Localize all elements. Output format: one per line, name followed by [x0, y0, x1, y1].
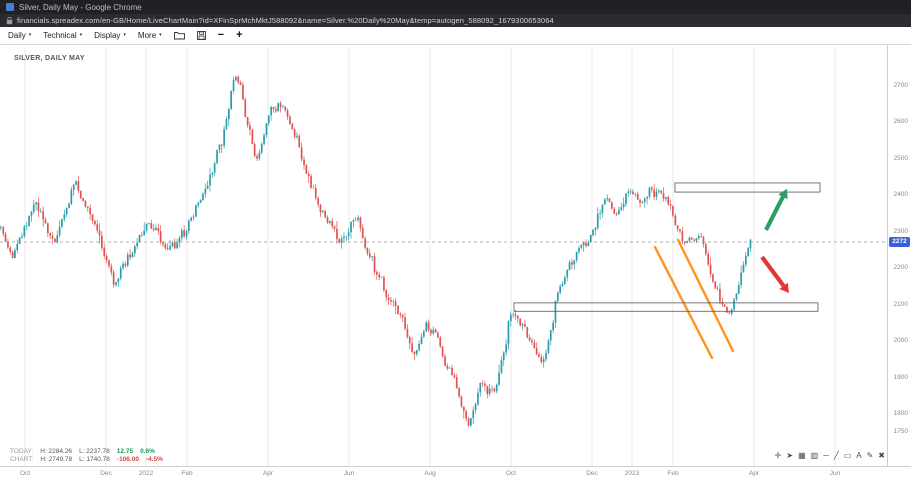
- app-toolbar: Daily ▾ Technical ▾ Display ▾ More ▾ − +: [0, 27, 911, 45]
- time-tick-label: Feb: [181, 470, 193, 477]
- legend-chart-row: CHART: H: 2749.78 L: 1740.78 -106.00 -4.…: [10, 456, 163, 464]
- trendline-2[interactable]: [676, 238, 735, 353]
- browser-urlbar[interactable]: financials.spreadex.com/en-GB/Home/LiveC…: [0, 14, 911, 27]
- candlestick-chart[interactable]: [0, 45, 887, 466]
- legend-today-row: TODAY: H: 2284.26 L: 2237.78 12.75 0.6%: [10, 448, 163, 456]
- chevron-down-icon: ▾: [159, 32, 162, 38]
- cursor-icon[interactable]: ➤: [786, 451, 794, 460]
- candles-layer: [0, 75, 752, 428]
- current-price-badge: 2272: [889, 237, 910, 247]
- legend-chart-label: CHART:: [10, 456, 34, 463]
- chevron-down-icon: ▾: [79, 32, 83, 38]
- time-tick-label: Apr: [748, 470, 760, 477]
- ohlc-legend: TODAY: H: 2284.26 L: 2237.78 12.75 0.6% …: [10, 448, 163, 464]
- draw-icon[interactable]: ✎: [866, 451, 874, 460]
- price-tick-label: 1800: [893, 410, 908, 418]
- legend-today-label: TODAY:: [10, 448, 34, 455]
- rectangle-icon[interactable]: ▭: [843, 451, 852, 460]
- menu-daily[interactable]: Daily ▾: [8, 31, 31, 40]
- time-tick-label: Jun: [343, 470, 355, 477]
- price-tick-label: 2500: [893, 154, 908, 162]
- time-tick-label: Aug: [424, 470, 436, 477]
- legend-chart-low: L: 1740.78: [79, 456, 110, 463]
- chart-type-icon[interactable]: ▥: [810, 451, 819, 460]
- open-folder-icon[interactable]: [173, 31, 185, 40]
- gridlines: [24, 48, 836, 466]
- chevron-down-icon: ▾: [123, 32, 126, 38]
- price-tick-label: 2600: [893, 118, 908, 126]
- legend-chart-change: -106.00: [116, 456, 139, 463]
- lock-icon: [6, 16, 13, 25]
- price-tick-label: 2700: [893, 82, 908, 89]
- chart-region: SILVER, DAILY MAY 2700 2600 2500 2400 2300 22…: [0, 45, 911, 480]
- zoom-in-button[interactable]: +: [236, 29, 243, 41]
- time-tick-label: Jun: [829, 470, 841, 477]
- price-tick-label: 1750: [893, 428, 908, 436]
- legend-today-low: L: 2237.78: [79, 448, 110, 455]
- menu-more[interactable]: More ▾: [138, 31, 162, 40]
- down-arrow[interactable]: [760, 255, 789, 294]
- close-icon[interactable]: ✖: [878, 451, 885, 460]
- time-tick-label: 2023: [624, 470, 640, 477]
- legend-today-change-pct: 0.6%: [140, 448, 155, 455]
- browser-titlebar: Silver, Daily May - Google Chrome: [0, 0, 911, 14]
- time-tick-label: Feb: [667, 470, 679, 477]
- up-arrow[interactable]: [764, 188, 788, 231]
- legend-chart-high: H: 2749.78: [40, 456, 73, 463]
- crosshair-icon[interactable]: ✛: [774, 451, 782, 460]
- text-tool-icon[interactable]: A: [856, 451, 862, 460]
- trend-line-icon[interactable]: ╱: [833, 451, 839, 460]
- tab-favicon-icon: [6, 3, 14, 11]
- time-tick-label: Apr: [262, 470, 274, 477]
- legend-today-change: 12.75: [116, 448, 134, 455]
- chart-symbol-title: SILVER, DAILY MAY: [14, 55, 85, 62]
- menu-daily-label: Daily: [8, 31, 26, 40]
- price-tick-label: 2200: [893, 264, 908, 272]
- window-title: Silver, Daily May - Google Chrome: [19, 2, 142, 12]
- time-tick-label: Dec: [586, 470, 598, 477]
- menu-more-label: More: [137, 31, 157, 40]
- menu-display-label: Display: [94, 31, 121, 40]
- save-icon[interactable]: [196, 31, 206, 40]
- grid-icon[interactable]: ▦: [798, 451, 806, 460]
- time-tick-label: Oct: [19, 470, 31, 477]
- menu-display[interactable]: Display ▾: [94, 31, 126, 40]
- menu-technical[interactable]: Technical ▾: [43, 31, 82, 40]
- price-tick-label: 2300: [893, 227, 908, 235]
- zoom-out-button[interactable]: −: [217, 29, 225, 41]
- price-tick-label: 1900: [893, 373, 908, 381]
- url-text[interactable]: financials.spreadex.com/en-GB/Home/LiveC…: [17, 16, 554, 25]
- drawing-toolbar: ✛ ➤ ▦ ▥ ─ ╱ ▭ A ✎ ✖: [775, 452, 885, 460]
- price-tick-label: 2100: [893, 300, 908, 308]
- resistance-zone-rect[interactable]: [674, 182, 821, 193]
- price-tick-label: 2400: [893, 191, 908, 199]
- horizontal-line-icon[interactable]: ─: [823, 451, 829, 460]
- chevron-down-icon: ▾: [28, 32, 32, 38]
- time-tick-label: Dec: [100, 470, 112, 477]
- support-zone-rect[interactable]: [513, 302, 819, 312]
- time-axis[interactable]: Oct Dec 2022 Feb Apr Jun Aug Oct Dec 2023 Feb Apr Ju…: [0, 466, 911, 480]
- time-tick-label: Oct: [505, 470, 517, 477]
- price-axis[interactable]: 2700 2600 2500 2400 2300 2200 2100 2000 1900 1800…: [887, 45, 911, 466]
- price-tick-label: 2000: [893, 337, 908, 345]
- menu-technical-label: Technical: [43, 31, 77, 40]
- legend-today-high: H: 2284.26: [40, 448, 73, 455]
- legend-chart-change-pct: -4.5%: [145, 456, 163, 463]
- time-tick-label: 2022: [138, 470, 154, 477]
